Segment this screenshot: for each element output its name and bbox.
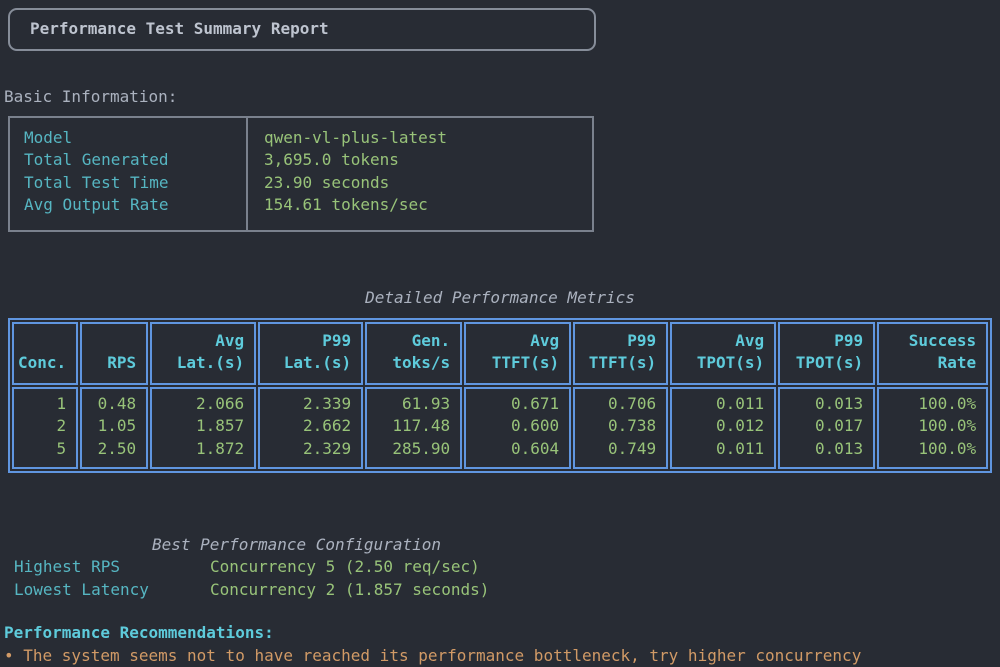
col-concurrency-values: 1 2 5: [12, 386, 79, 470]
metric-cell: 2.662: [303, 416, 352, 436]
col-rps-values: 0.48 1.05 2.50: [80, 386, 149, 470]
metric-cell: 1.05: [97, 416, 137, 436]
metrics-table-title: Detailed Performance Metrics: [365, 288, 635, 307]
metric-cell: 2.50: [97, 438, 137, 458]
metric-cell: 1.872: [196, 438, 245, 458]
metric-cell: 0.013: [815, 438, 864, 458]
col-header-success-rate: Success Rate: [877, 322, 989, 385]
metric-cell: 2.066: [196, 393, 245, 413]
best-config-title: Best Performance Configuration: [152, 535, 441, 554]
basic-info-label: Total Test Time: [24, 172, 169, 192]
col-avg-ttft-values: 0.671 0.600 0.604: [464, 386, 572, 470]
metric-cell: 285.90: [392, 438, 451, 458]
metric-cell: 0.48: [97, 393, 137, 413]
col-header-avg-tpot: Avg TPOT(s): [670, 322, 777, 385]
total-generated-value: 3,695.0 tokens: [264, 150, 399, 170]
col-header-p99-ttft: P99 TTFT(s): [573, 322, 669, 385]
recommendations-heading: Performance Recommendations:: [4, 623, 274, 642]
col-p99-tpot-values: 0.013 0.017 0.013: [778, 386, 876, 470]
col-p99-ttft-values: 0.706 0.738 0.749: [573, 386, 669, 470]
metric-cell: 117.48: [392, 416, 451, 436]
metric-cell: 0.671: [511, 393, 560, 413]
metric-cell: 0.017: [815, 416, 864, 436]
metric-cell: 1: [56, 393, 67, 413]
metric-cell: 2.339: [303, 393, 352, 413]
col-header-avg-latency: Avg Lat.(s): [150, 322, 257, 385]
metric-cell: 0.600: [511, 416, 560, 436]
lowest-latency-value: Concurrency 2 (1.857 seconds): [210, 580, 490, 599]
basic-info-label: Total Generated: [24, 150, 169, 170]
avg-output-rate-value: 154.61 tokens/sec: [264, 195, 428, 215]
col-gen-toks-values: 61.93 117.48 285.90: [365, 386, 463, 470]
col-header-p99-tpot: P99 TPOT(s): [778, 322, 876, 385]
metric-cell: 100.0%: [918, 438, 977, 458]
lowest-latency-label: Lowest Latency: [14, 580, 149, 599]
col-p99-latency-values: 2.339 2.662 2.329: [258, 386, 364, 470]
col-success-rate-values: 100.0% 100.0% 100.0%: [877, 386, 989, 470]
basic-info-heading: Basic Information:: [4, 87, 178, 106]
basic-info-label-column: Model Total Generated Total Test Time Av…: [10, 118, 248, 230]
metrics-body-row: 1 2 5 0.48 1.05 2.50 2.066 1.857 1.872 2…: [12, 386, 989, 470]
basic-info-table: Model Total Generated Total Test Time Av…: [8, 116, 594, 232]
col-header-concurrency: Conc.: [12, 322, 79, 385]
metric-cell: 0.706: [608, 393, 657, 413]
metrics-header-row: Conc. RPS Avg Lat.(s) P99 Lat.(s) Gen. t…: [12, 322, 989, 385]
recommendation-item: • The system seems not to have reached i…: [4, 646, 862, 665]
col-avg-latency-values: 2.066 1.857 1.872: [150, 386, 257, 470]
basic-info-label: Model: [24, 128, 73, 147]
metric-cell: 0.011: [716, 393, 765, 413]
model-value: qwen-vl-plus-latest: [264, 128, 448, 147]
highest-rps-label: Highest RPS: [14, 557, 120, 576]
metric-cell: 5: [56, 438, 67, 458]
metric-cell: 100.0%: [918, 416, 977, 436]
report-title-panel: Performance Test Summary Report: [8, 8, 596, 51]
col-header-avg-ttft: Avg TTFT(s): [464, 322, 572, 385]
metric-cell: 2: [56, 416, 67, 436]
metric-cell: 61.93: [402, 393, 451, 413]
metric-cell: 0.749: [608, 438, 657, 458]
metric-cell: 1.857: [196, 416, 245, 436]
metric-cell: 0.013: [815, 393, 864, 413]
basic-info-value-column: qwen-vl-plus-latest 3,695.0 tokens 23.90…: [248, 118, 592, 230]
metric-cell: 0.012: [716, 416, 765, 436]
basic-info-label: Avg Output Rate: [24, 195, 169, 215]
col-header-rps: RPS: [80, 322, 149, 385]
metric-cell: 0.738: [608, 416, 657, 436]
metric-cell: 0.011: [716, 438, 765, 458]
report-title: Performance Test Summary Report: [30, 19, 329, 39]
metric-cell: 2.329: [303, 438, 352, 458]
metrics-table: Conc. RPS Avg Lat.(s) P99 Lat.(s) Gen. t…: [8, 318, 993, 474]
metric-cell: 100.0%: [918, 393, 977, 413]
col-avg-tpot-values: 0.011 0.012 0.011: [670, 386, 777, 470]
col-header-gen-toks: Gen. toks/s: [365, 322, 463, 385]
highest-rps-value: Concurrency 5 (2.50 req/sec): [210, 557, 480, 576]
total-test-time-value: 23.90 seconds: [264, 172, 390, 192]
metric-cell: 0.604: [511, 438, 560, 458]
col-header-p99-latency: P99 Lat.(s): [258, 322, 364, 385]
